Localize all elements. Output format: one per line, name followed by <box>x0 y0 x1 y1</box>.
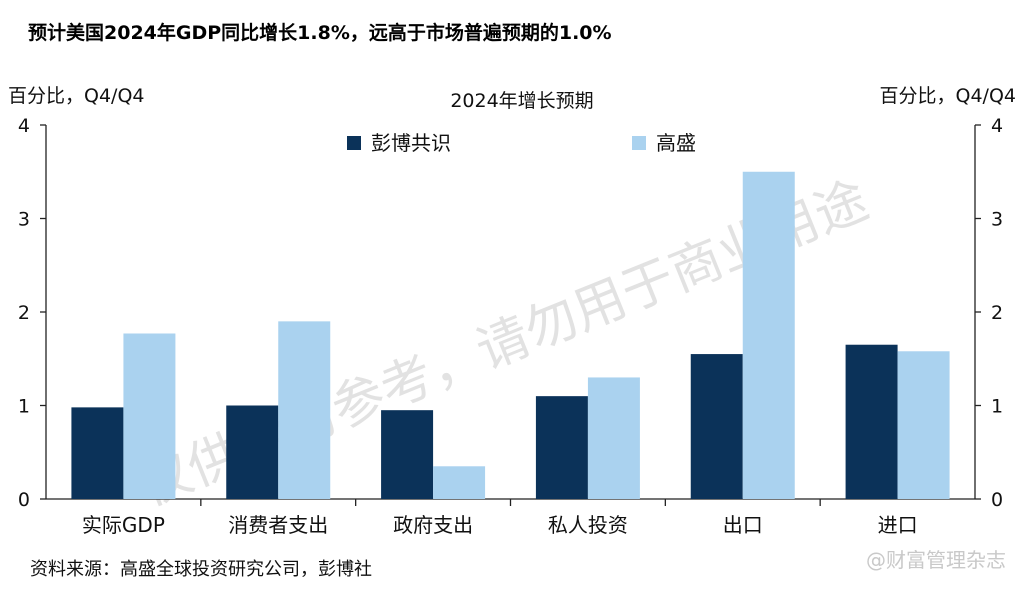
bar-goldman-3 <box>587 377 640 499</box>
bar-consensus-4 <box>690 354 743 499</box>
bar-consensus-2 <box>381 410 434 499</box>
legend-label-0: 彭博共识 <box>371 131 451 155</box>
y-tick-label-right: 0 <box>991 489 1003 511</box>
chart-title: 2024年增长预期 <box>450 90 593 112</box>
bar-goldman-0 <box>123 333 176 499</box>
bar-goldman-1 <box>278 321 331 499</box>
legend: 彭博共识 高盛 <box>347 131 696 155</box>
y-tick-label-left: 2 <box>18 302 30 324</box>
x-tick-label: 政府支出 <box>393 513 473 537</box>
watermark-corner: @财富管理杂志 <box>866 548 1006 572</box>
x-tick-label: 私人投资 <box>548 513 628 537</box>
y-tick-label-right: 1 <box>991 396 1003 418</box>
legend-swatch-1 <box>632 136 646 150</box>
y-tick-label-left: 1 <box>18 396 30 418</box>
y-tick-label-left: 3 <box>18 209 30 231</box>
x-tick-label: 实际GDP <box>82 513 165 537</box>
bar-consensus-1 <box>226 405 279 499</box>
bars <box>71 171 950 499</box>
legend-swatch-0 <box>347 136 361 150</box>
bar-consensus-0 <box>71 407 124 499</box>
axes: 0 0 1 1 2 2 3 3 4 4 <box>18 115 1003 511</box>
y-tick-label-left: 0 <box>18 489 30 511</box>
bar-goldman-5 <box>897 351 950 499</box>
headline: 预计美国2024年GDP同比增长1.8%，远高于市场普遍预期的1.0% <box>28 22 612 44</box>
y-tick-label-right: 2 <box>991 302 1003 324</box>
x-tick-label: 出口 <box>723 513 763 537</box>
y-tick-label-left: 4 <box>18 115 30 137</box>
source-note: 资料来源：高盛全球投资研究公司，彭博社 <box>30 559 372 580</box>
legend-label-1: 高盛 <box>656 131 696 155</box>
bar-consensus-3 <box>535 396 588 499</box>
x-tick-label: 进口 <box>878 513 918 537</box>
y-tick-label-right: 3 <box>991 209 1003 231</box>
y-axis-label-right: 百分比，Q4/Q4 <box>880 85 1017 107</box>
bar-goldman-2 <box>433 466 486 499</box>
x-tick-label: 消费者支出 <box>228 513 328 537</box>
bar-goldman-4 <box>742 171 795 499</box>
y-tick-label-right: 4 <box>991 115 1003 137</box>
bar-consensus-5 <box>845 344 898 499</box>
y-axis-label-left: 百分比，Q4/Q4 <box>8 85 145 107</box>
x-tick-labels: 实际GDP 消费者支出 政府支出 私人投资 出口 进口 <box>82 513 918 537</box>
